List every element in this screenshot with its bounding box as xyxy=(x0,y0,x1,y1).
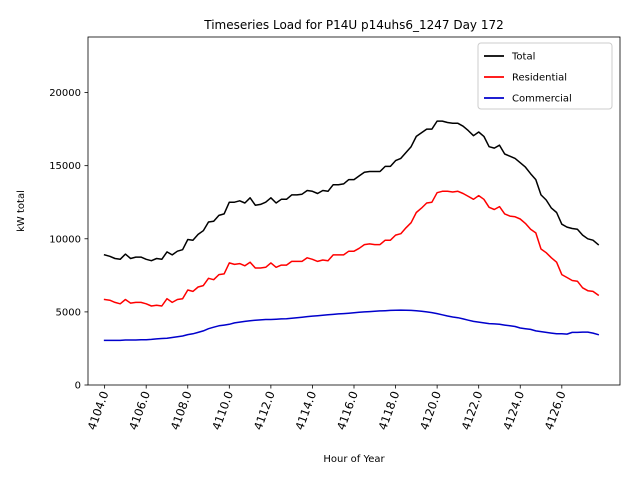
legend: Total Residential Commercial xyxy=(477,42,613,110)
y-tick-label: 5000 xyxy=(56,307,81,318)
series-line-commercial xyxy=(103,309,600,342)
y-tick-label: 20000 xyxy=(49,88,81,99)
y-tick-label: 15000 xyxy=(49,161,81,172)
legend-label-commercial: Commercial xyxy=(512,94,572,105)
legend-label-total: Total xyxy=(511,52,535,63)
series-layer xyxy=(103,120,600,342)
y-tick-label: 0 xyxy=(75,381,81,392)
series-line-total xyxy=(103,120,600,262)
y-tick-label: 10000 xyxy=(49,234,81,245)
series-line-residential xyxy=(103,190,600,307)
y-axis-title: kW total xyxy=(16,190,27,232)
legend-label-residential: Residential xyxy=(512,73,567,84)
x-axis-title: Hour of Year xyxy=(323,454,385,465)
legend-box xyxy=(477,42,613,110)
chart-title: Timeseries Load for P14U p14uhs6_1247 Da… xyxy=(203,18,504,32)
